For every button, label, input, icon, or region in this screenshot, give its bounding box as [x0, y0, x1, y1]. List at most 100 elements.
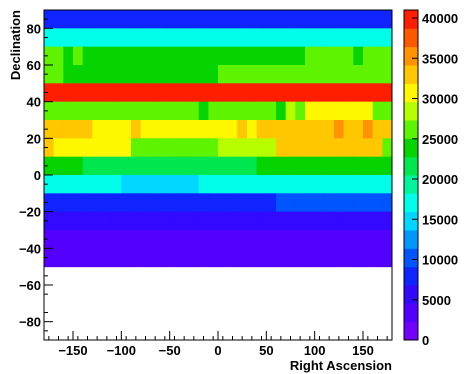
heatmap-cell — [208, 65, 219, 84]
heatmap-cell — [334, 101, 345, 121]
heatmap-cell — [73, 101, 84, 121]
heatmap-cell — [372, 193, 383, 213]
heatmap-cell — [198, 120, 209, 139]
heatmap-cell — [218, 28, 229, 48]
heatmap-cell — [237, 138, 248, 158]
heatmap-cell — [324, 156, 335, 176]
heatmap-cell — [237, 211, 248, 231]
heatmap-cell — [372, 120, 383, 139]
heatmap-cell — [363, 83, 374, 103]
heatmap-cell — [63, 10, 74, 29]
heatmap-cell — [324, 28, 335, 48]
heatmap-cell — [121, 175, 132, 194]
colorbar-band — [404, 248, 418, 268]
heatmap-cell — [324, 193, 335, 213]
heatmap-cell — [73, 28, 84, 48]
heatmap-cell — [295, 156, 306, 176]
heatmap-cell — [276, 120, 287, 139]
heatmap-cell — [53, 138, 64, 158]
heatmap-cell — [363, 211, 374, 231]
heatmap-cell — [218, 65, 229, 84]
heatmap-cell — [353, 248, 364, 268]
heatmap-cell — [382, 10, 393, 29]
heatmap-cell — [92, 101, 103, 121]
heatmap-cell — [295, 193, 306, 213]
heatmap-cell — [82, 211, 93, 231]
heatmap-cell — [140, 10, 151, 29]
heatmap-cell — [372, 248, 383, 268]
heatmap-cell — [372, 211, 383, 231]
heatmap-cell — [276, 10, 287, 29]
heatmap-cell — [44, 175, 55, 194]
heatmap-cell — [160, 211, 171, 231]
heatmap-cell — [53, 248, 64, 268]
heatmap-cell — [266, 120, 277, 139]
heatmap-cell — [131, 211, 142, 231]
heatmap-cell — [140, 65, 151, 84]
colorbar-band — [404, 65, 418, 84]
colorbar-band — [404, 175, 418, 194]
heatmap-cell — [179, 175, 190, 194]
heatmap-cell — [44, 46, 55, 66]
heatmap-cell — [295, 65, 306, 84]
colorbar-band — [404, 28, 418, 48]
heatmap-cell — [179, 83, 190, 103]
heatmap-cell — [324, 175, 335, 194]
heatmap-cell — [150, 211, 161, 231]
heatmap-cell — [343, 230, 354, 249]
heatmap-cell — [227, 101, 238, 121]
heatmap-cell — [53, 28, 64, 48]
heatmap-cell — [111, 46, 122, 66]
heatmap-cell — [324, 230, 335, 249]
colorbar-tick-label: 10000 — [422, 253, 458, 268]
heatmap-cell — [150, 193, 161, 213]
heatmap-cell — [121, 10, 132, 29]
heatmap-cell — [305, 211, 316, 231]
heatmap-cell — [314, 83, 325, 103]
heatmap-cell — [169, 211, 180, 231]
heatmap-cell — [150, 156, 161, 176]
heatmap-cell — [218, 120, 229, 139]
heatmap-cell — [237, 28, 248, 48]
heatmap-cell — [150, 101, 161, 121]
heatmap-cell — [208, 10, 219, 29]
heatmap-cell — [353, 138, 364, 158]
heatmap-cell — [198, 193, 209, 213]
heatmap-cell — [372, 28, 383, 48]
heatmap-cell — [266, 248, 277, 268]
heatmap-cell — [44, 83, 55, 103]
heatmap-cell — [266, 230, 277, 249]
heatmap-cell — [285, 248, 296, 268]
heatmap-cell — [266, 175, 277, 194]
heatmap-cell — [179, 230, 190, 249]
heatmap-cell — [140, 83, 151, 103]
heatmap-cell — [256, 193, 267, 213]
heatmap-cell — [305, 138, 316, 158]
heatmap-cell — [82, 83, 93, 103]
heatmap-cell — [382, 138, 393, 158]
heatmap-cell — [266, 211, 277, 231]
heatmap-cell — [189, 193, 200, 213]
heatmap-cell — [73, 120, 84, 139]
heatmap-cell — [53, 83, 64, 103]
heatmap-cell — [353, 28, 364, 48]
heatmap-cell — [363, 156, 374, 176]
heatmap-cell — [169, 120, 180, 139]
heatmap-cell — [363, 175, 374, 194]
heatmap-cell — [324, 211, 335, 231]
heatmap-cell — [324, 101, 335, 121]
heatmap-cell — [237, 83, 248, 103]
heatmap-cell — [92, 83, 103, 103]
colorbar-frame — [403, 9, 419, 341]
x-tick-label: −150 — [58, 343, 87, 358]
heatmap-cell — [334, 193, 345, 213]
heatmap-cell — [237, 101, 248, 121]
heatmap-cell — [44, 248, 55, 268]
heatmap-cell — [276, 193, 287, 213]
heatmap-cell — [295, 120, 306, 139]
heatmap-cell — [73, 10, 84, 29]
heatmap-cell — [227, 120, 238, 139]
heatmap-cell — [208, 138, 219, 158]
heatmap-cell — [276, 83, 287, 103]
